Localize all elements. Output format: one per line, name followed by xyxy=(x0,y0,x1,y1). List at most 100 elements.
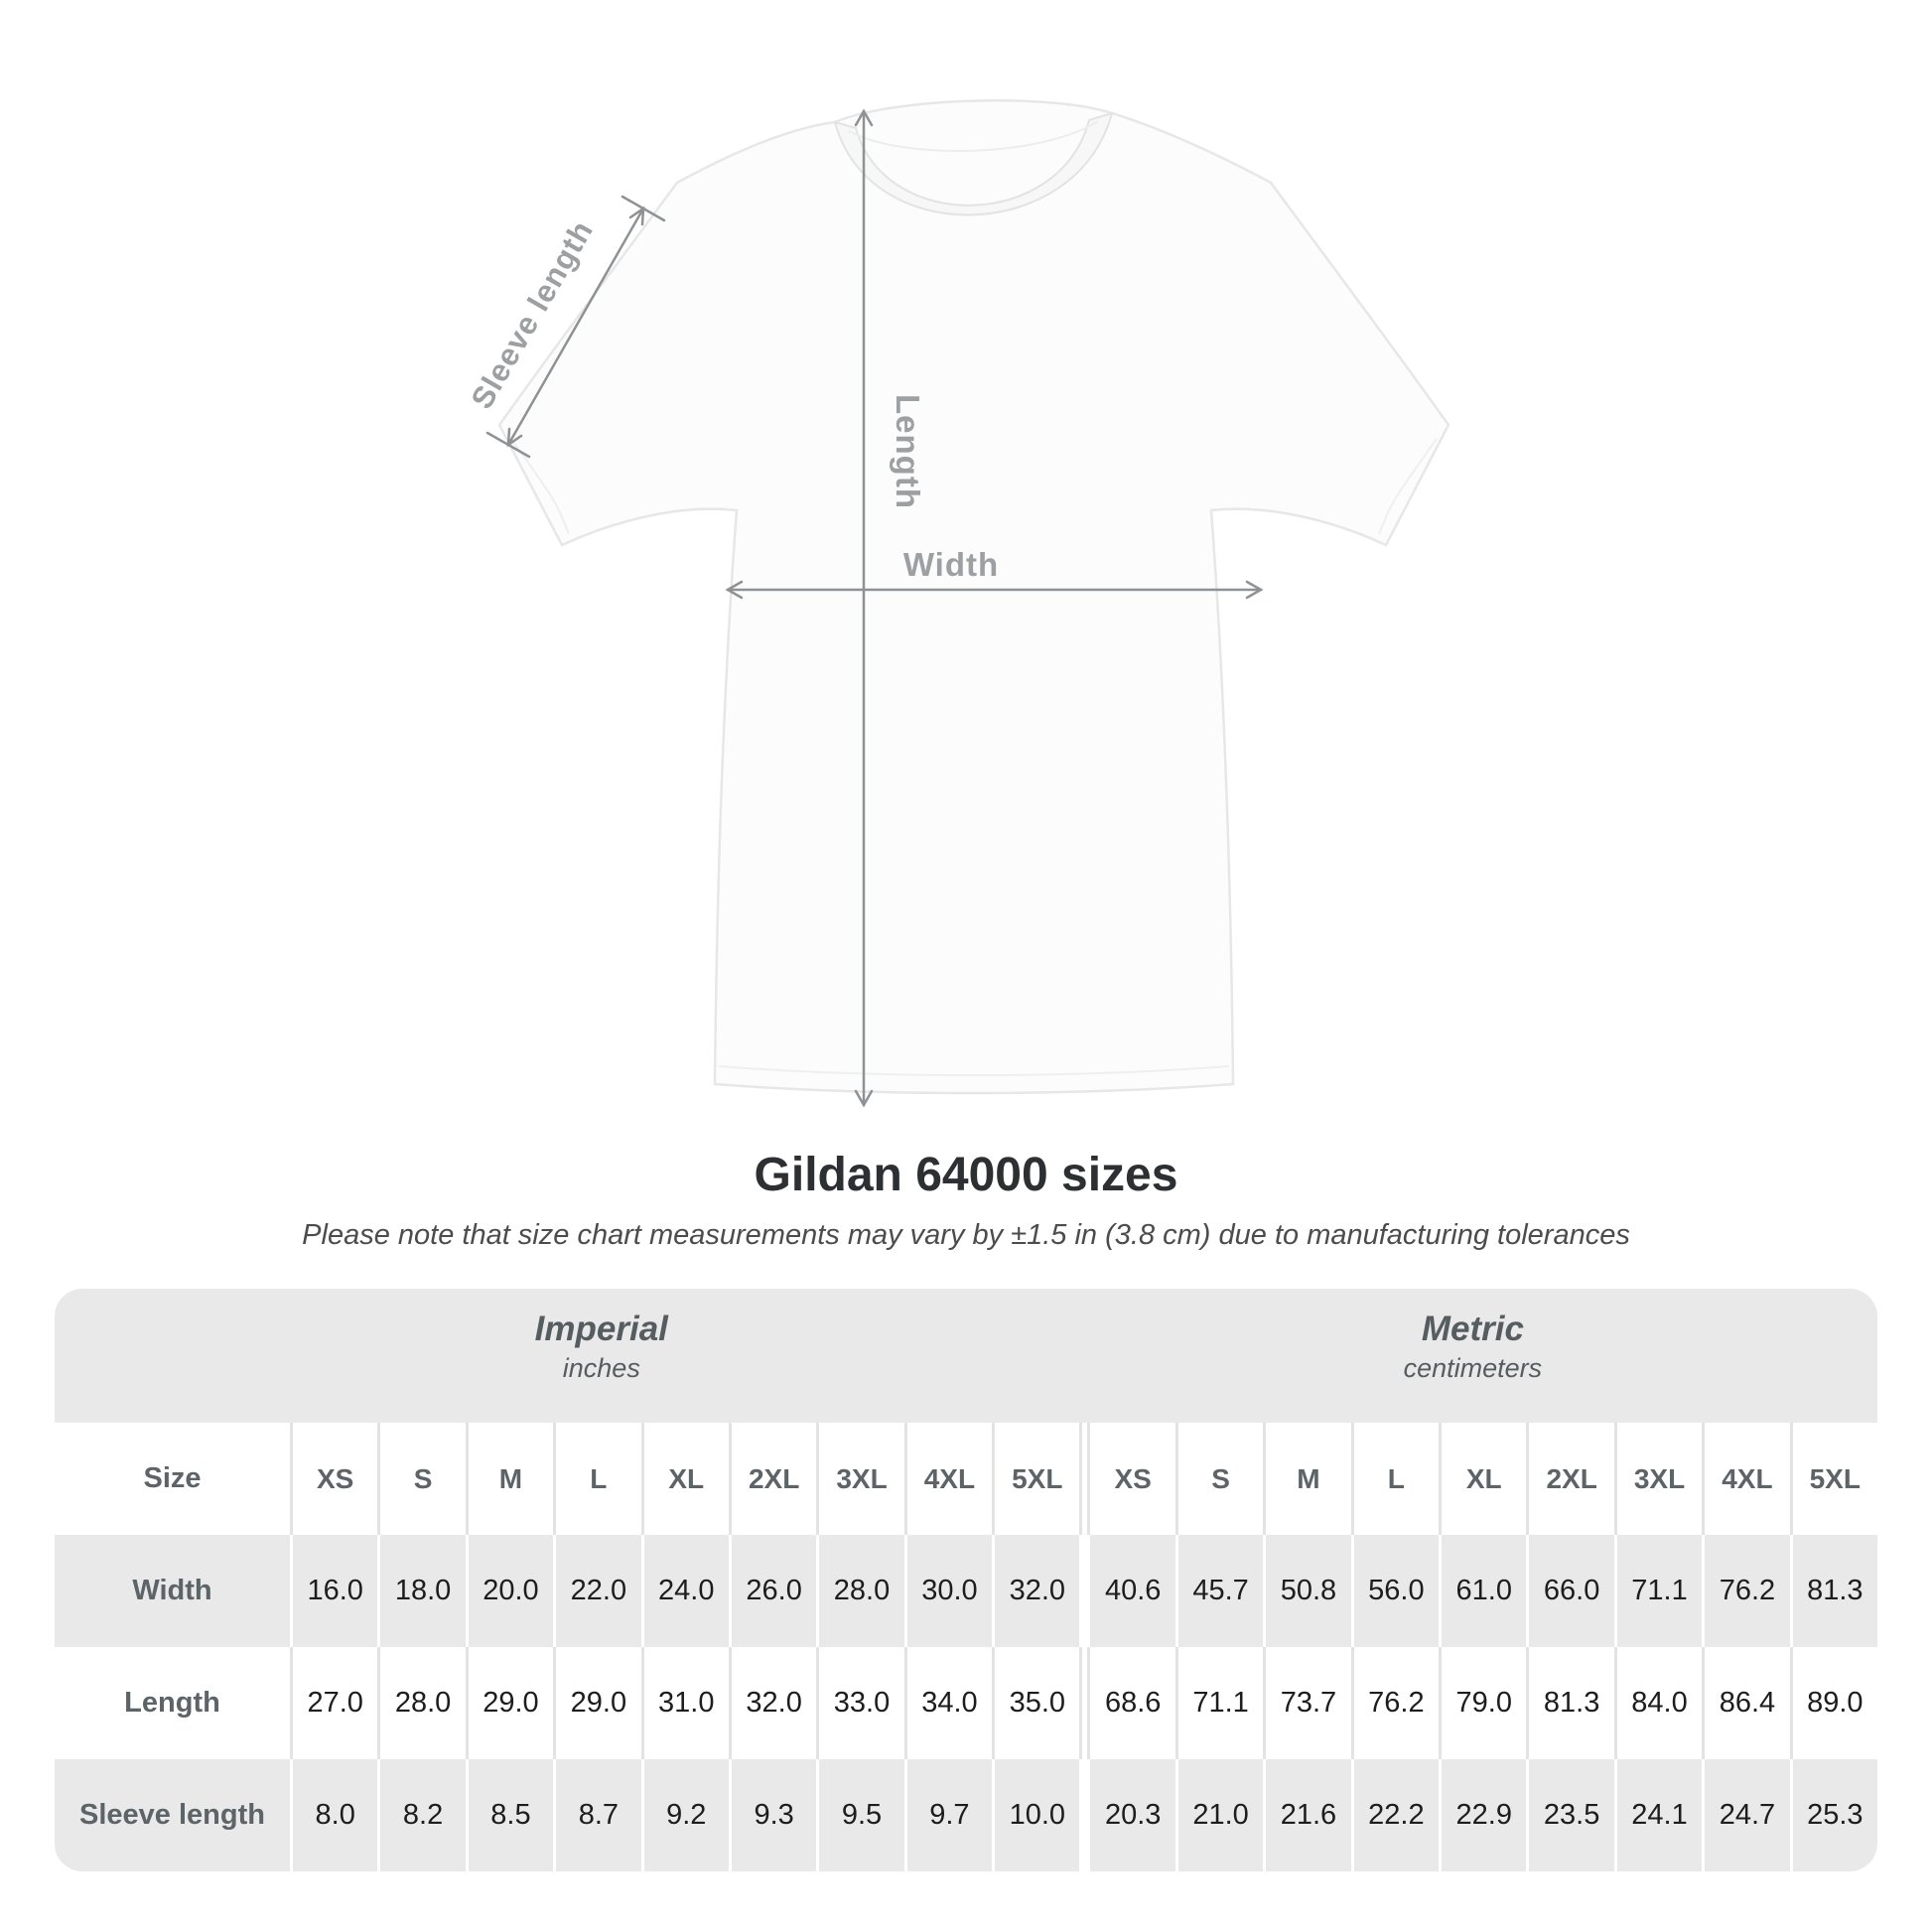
table-cell: 56.0 xyxy=(1350,1535,1439,1647)
table-cell: 20.3 xyxy=(1087,1759,1174,1871)
sleeve-length-dimension-arrow xyxy=(485,195,666,459)
table-cell: 76.2 xyxy=(1350,1647,1439,1759)
size-column-header: XS xyxy=(1087,1423,1174,1535)
length-row-label: Length xyxy=(124,1687,220,1719)
size-column-header: 4XL xyxy=(1702,1423,1789,1535)
table-cell: 22.9 xyxy=(1439,1759,1526,1871)
tshirt-body xyxy=(497,99,1450,1095)
size-column-header: 3XL xyxy=(816,1423,903,1535)
table-cell: 73.7 xyxy=(1263,1647,1350,1759)
table-cell: 8.0 xyxy=(290,1759,377,1871)
table-cell: 9.7 xyxy=(903,1759,992,1871)
length-row: Length 27.0 28.0 29.0 29.0 31.0 32.0 33.0 34.0 3… xyxy=(55,1647,1877,1759)
size-column-header: 4XL xyxy=(903,1423,992,1535)
table-cell: 76.2 xyxy=(1702,1535,1789,1647)
size-column-header: 2XL xyxy=(1526,1423,1613,1535)
length-dimension-arrow xyxy=(854,108,874,1108)
table-cell: 20.0 xyxy=(465,1535,553,1647)
tshirt-collar-back-seam xyxy=(848,120,1099,152)
metric-units: centimeters xyxy=(1403,1353,1543,1383)
table-cell: 29.0 xyxy=(553,1647,640,1759)
imperial-units: inches xyxy=(562,1353,640,1383)
table-cell: 26.0 xyxy=(728,1535,816,1647)
tolerance-note: Please note that size chart measurements… xyxy=(302,1219,1630,1251)
size-column-header: XL xyxy=(640,1423,729,1535)
table-cell: 9.2 xyxy=(640,1759,729,1871)
size-column-header: XL xyxy=(1439,1423,1526,1535)
table-cell: 16.0 xyxy=(290,1535,377,1647)
size-column-header: XS xyxy=(290,1423,377,1535)
table-cell: 32.0 xyxy=(992,1535,1079,1647)
table-cell: 40.6 xyxy=(1087,1535,1174,1647)
table-cell: 34.0 xyxy=(903,1647,992,1759)
page-title: Gildan 64000 sizes xyxy=(754,1149,1178,1201)
table-cell: 8.5 xyxy=(465,1759,553,1871)
size-column-header: L xyxy=(553,1423,640,1535)
size-column-header: 3XL xyxy=(1613,1423,1702,1535)
width-dimension-arrow xyxy=(725,580,1264,600)
table-cell: 21.0 xyxy=(1174,1759,1263,1871)
table-cell: 29.0 xyxy=(465,1647,553,1759)
sleeve-length-row: Sleeve length 8.0 8.2 8.5 8.7 9.2 9.3 9.5 9.7 10… xyxy=(55,1759,1877,1871)
size-column-header: L xyxy=(1350,1423,1439,1535)
size-header-row: Size XS S M L XL 2XL 3XL 4XL 5XL XS S M L XL 2XL 3XL 4XL… xyxy=(55,1423,1877,1535)
imperial-group-header: Imperial inches xyxy=(535,1309,668,1386)
left-sleeve-seam xyxy=(510,438,570,535)
table-cell: 27.0 xyxy=(290,1647,377,1759)
size-column-header: 2XL xyxy=(728,1423,816,1535)
table-cell: 89.0 xyxy=(1789,1647,1877,1759)
table-cell: 81.3 xyxy=(1789,1535,1877,1647)
right-sleeve-seam xyxy=(1378,438,1438,535)
metric-group-header: Metric centimeters xyxy=(1404,1309,1543,1386)
size-column-header: M xyxy=(1263,1423,1350,1535)
table-cell: 22.0 xyxy=(553,1535,640,1647)
group-spacer xyxy=(1079,1423,1088,1535)
table-header-band: Imperial inches Metric centimeters xyxy=(55,1289,1877,1423)
size-table: Imperial inches Metric centimeters Size … xyxy=(55,1289,1877,1871)
table-cell: 66.0 xyxy=(1526,1535,1613,1647)
tshirt-illustration xyxy=(497,99,1450,1095)
table-cell: 31.0 xyxy=(640,1647,729,1759)
size-column-header: 5XL xyxy=(1789,1423,1877,1535)
table-cell: 21.6 xyxy=(1263,1759,1350,1871)
table-cell: 24.7 xyxy=(1702,1759,1789,1871)
table-cell: 23.5 xyxy=(1526,1759,1613,1871)
tshirt-collar xyxy=(833,111,1114,216)
width-row-label: Width xyxy=(132,1575,212,1606)
table-cell: 28.0 xyxy=(816,1535,903,1647)
table-cell: 33.0 xyxy=(816,1647,903,1759)
table-cell: 10.0 xyxy=(992,1759,1079,1871)
group-spacer xyxy=(1079,1759,1088,1871)
sleeve-length-row-label: Sleeve length xyxy=(79,1799,265,1831)
table-cell: 50.8 xyxy=(1263,1535,1350,1647)
table-cell: 86.4 xyxy=(1702,1647,1789,1759)
table-cell: 30.0 xyxy=(903,1535,992,1647)
table-cell: 9.5 xyxy=(816,1759,903,1871)
table-cell: 35.0 xyxy=(992,1647,1079,1759)
table-cell: 22.2 xyxy=(1350,1759,1439,1871)
table-cell: 61.0 xyxy=(1439,1535,1526,1647)
width-dimension-label: Width xyxy=(903,546,999,583)
table-cell: 25.3 xyxy=(1789,1759,1877,1871)
metric-title: Metric xyxy=(1421,1310,1524,1348)
table-cell: 45.7 xyxy=(1174,1535,1263,1647)
table-cell: 71.1 xyxy=(1613,1535,1702,1647)
table-cell: 32.0 xyxy=(728,1647,816,1759)
table-cell: 24.1 xyxy=(1613,1759,1702,1871)
table-cell: 8.2 xyxy=(377,1759,465,1871)
table-cell: 81.3 xyxy=(1526,1647,1613,1759)
table-cell: 68.6 xyxy=(1087,1647,1174,1759)
length-dimension-label: Length xyxy=(890,394,926,509)
tshirt-diagram: Length Width Sleeve length xyxy=(465,99,1450,1108)
table-cell: 24.0 xyxy=(640,1535,729,1647)
table-cell: 18.0 xyxy=(377,1535,465,1647)
table-cell: 28.0 xyxy=(377,1647,465,1759)
size-column-header: S xyxy=(377,1423,465,1535)
group-spacer xyxy=(1079,1535,1088,1647)
table-cell: 8.7 xyxy=(553,1759,640,1871)
bottom-hem-seam xyxy=(718,1065,1230,1076)
width-row: Width 16.0 18.0 20.0 22.0 24.0 26.0 28.0 30.0 32… xyxy=(55,1535,1877,1647)
table-cell: 71.1 xyxy=(1174,1647,1263,1759)
group-spacer xyxy=(1079,1647,1088,1759)
